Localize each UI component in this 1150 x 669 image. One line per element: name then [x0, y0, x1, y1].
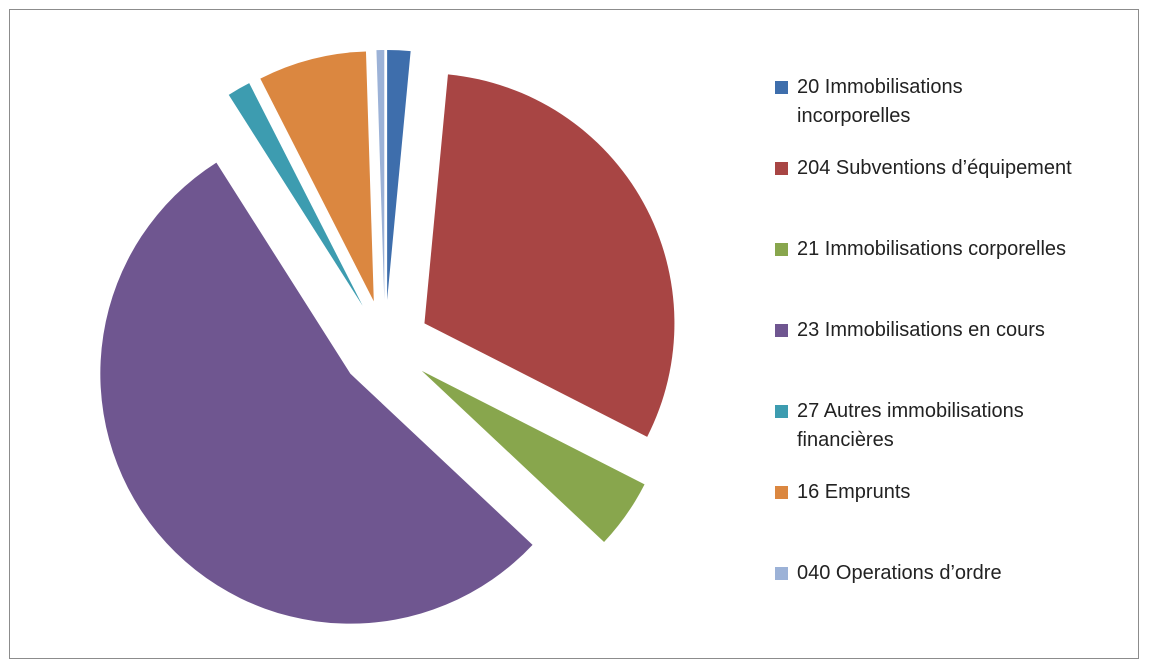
- legend-label: 204 Subventions d’équipement: [797, 157, 1072, 179]
- legend-label: 23 Immobilisations en cours: [797, 319, 1045, 341]
- legend-swatch: [775, 162, 788, 175]
- pie-slice: [421, 370, 645, 543]
- legend-label: 040 Operations d’ordre: [797, 562, 1002, 584]
- legend-swatch: [775, 81, 788, 94]
- legend-swatch: [775, 405, 788, 418]
- legend-item: 16 Emprunts: [775, 478, 1137, 507]
- pie-slice: [260, 51, 374, 302]
- pie-slice: [387, 50, 411, 301]
- pie-slice: [228, 83, 363, 306]
- legend-swatch: [775, 324, 788, 337]
- legend-swatch: [775, 567, 788, 580]
- pie-slice: [100, 162, 533, 624]
- legend-label: 16 Emprunts: [797, 481, 911, 503]
- legend-item: 23 Immobilisations en cours: [775, 316, 1137, 345]
- legend-item: 21 Immobilisations corporelles: [775, 235, 1137, 264]
- legend-item: 20 Immobilisations incorporelles: [775, 73, 1047, 131]
- legend-label: 21 Immobilisations corporelles: [797, 238, 1067, 260]
- chart-area: [9, 9, 1139, 659]
- pie-slice: [376, 50, 385, 301]
- legend-swatch: [775, 243, 788, 256]
- legend-item: 204 Subventions d’équipement: [775, 154, 1137, 183]
- legend-item: 27 Autres immobilisations financières: [775, 397, 1047, 455]
- legend-swatch: [775, 486, 788, 499]
- legend-label: 27 Autres immobilisations financières: [797, 400, 1024, 451]
- legend-item: 040 Operations d’ordre: [775, 559, 1137, 588]
- legend-label: 20 Immobilisations incorporelles: [797, 76, 963, 127]
- pie-slice: [424, 74, 675, 437]
